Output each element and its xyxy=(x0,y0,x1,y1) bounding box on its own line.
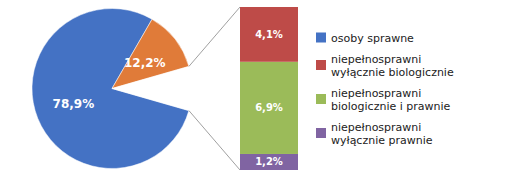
bar-segment xyxy=(240,62,298,154)
pie xyxy=(32,9,192,169)
legend-label: niepełnosprawniwyłącznie prawnie xyxy=(331,120,433,146)
legend-label: niepełnosprawniwyłącznie biologicznie xyxy=(331,52,454,78)
connector xyxy=(189,111,240,170)
data-label: 4,1% xyxy=(255,29,283,40)
legend-swatch xyxy=(316,60,326,70)
data-label: 6,9% xyxy=(255,102,283,113)
bar-segment xyxy=(240,7,298,62)
legend-swatch xyxy=(316,128,326,138)
pie-slice xyxy=(112,66,192,110)
connector xyxy=(189,7,240,66)
chart: 78,9% 12,2% 1,2% 6,9% 4,1% osoby sprawne niepe… xyxy=(0,0,527,177)
bar-segment xyxy=(240,154,298,170)
bars xyxy=(240,7,298,170)
legend: osoby sprawne niepełnosprawniwyłącznie bi… xyxy=(316,31,454,146)
legend-swatch xyxy=(316,33,326,43)
legend-label: osoby sprawne xyxy=(331,31,414,44)
data-label: 78,9% xyxy=(53,97,95,111)
data-label: 1,2% xyxy=(255,156,283,167)
legend-swatch xyxy=(316,94,326,104)
data-label: 12,2% xyxy=(124,56,166,70)
legend-label: niepełnosprawnibiologicznie i prawnie xyxy=(331,86,451,112)
